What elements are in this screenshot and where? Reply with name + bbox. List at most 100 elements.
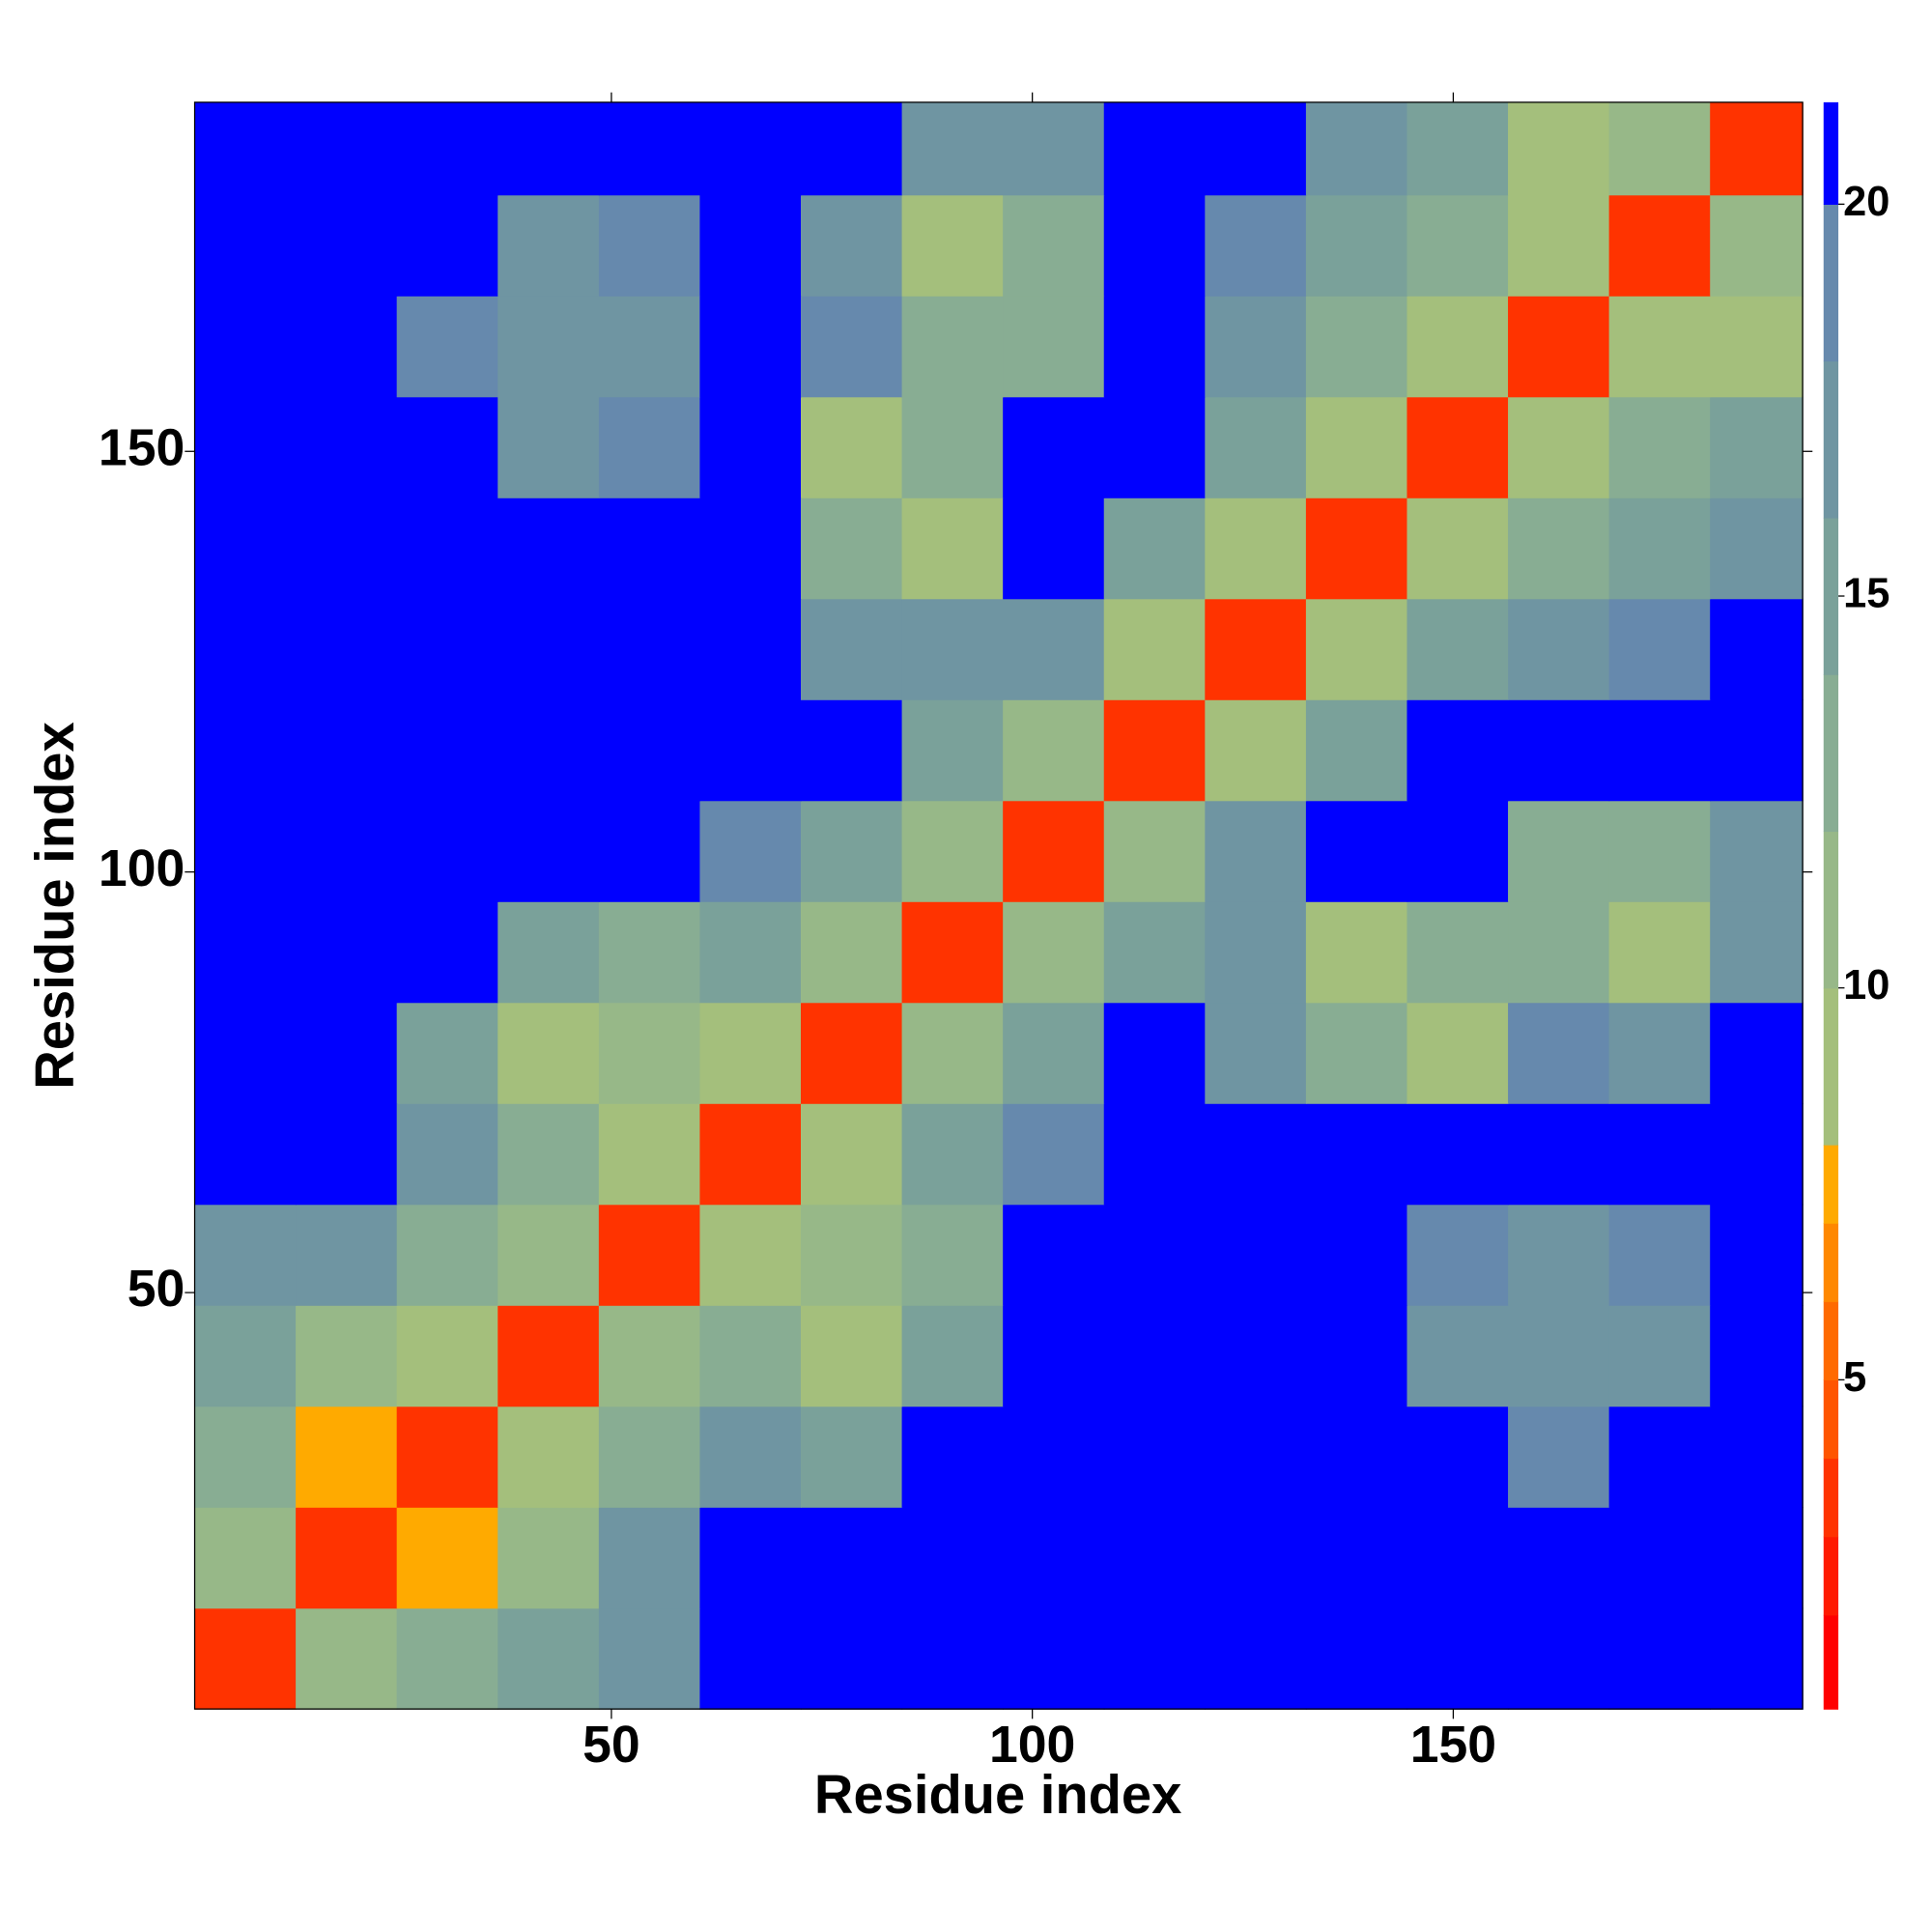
heatmap-cell [1608,901,1711,1004]
heatmap-cell [801,497,903,600]
heatmap-cell [396,1002,498,1104]
heatmap-cell [699,901,802,1004]
heatmap-cell [194,194,297,297]
heatmap-cell [497,1204,600,1306]
heatmap-cell [396,800,498,902]
heatmap-cell [1305,296,1408,398]
heatmap-cell [699,800,802,902]
heatmap-cell [901,194,1004,297]
heatmap-cell [1710,1305,1804,1407]
heatmap-cell [598,1305,701,1407]
heatmap-cell [699,396,802,498]
heatmap-cell [194,296,297,398]
heatmap-cell [396,396,498,498]
heatmap-cell [1406,1607,1509,1710]
heatmap-cell [1608,296,1711,398]
heatmap-cell [901,1103,1004,1206]
heatmap-cell [1406,1002,1509,1104]
heatmap-cell [396,194,498,297]
heatmap-cell [1406,194,1509,297]
heatmap-cell [598,101,701,196]
heatmap-cell [1710,1204,1804,1306]
heatmap-cell [598,598,701,700]
heatmap-cell [1710,699,1804,802]
heatmap-cell [1003,901,1105,1004]
heatmap-cell [1305,1507,1408,1609]
heatmap-cell [1608,101,1711,196]
heatmap-cell [901,1204,1004,1306]
heatmap-cell [1406,1406,1509,1508]
heatmap-cell [1710,598,1804,700]
heatmap-cell [396,1204,498,1306]
heatmap-cell [1003,101,1105,196]
heatmap-cell [1003,1204,1105,1306]
heatmap-cell [1205,1507,1307,1609]
heatmap-cell [194,497,297,600]
heatmap-cell [901,1002,1004,1104]
heatmap-cell [1205,800,1307,902]
heatmap-cell [1103,1305,1206,1407]
heatmap-cell [296,800,398,902]
heatmap-cell [1508,1607,1610,1710]
heatmap-cell [194,1607,297,1710]
heatmap-cell [801,699,903,802]
heatmap-cell [194,1406,297,1508]
heatmap-cell [1406,296,1509,398]
heatmap-cell [1508,1406,1610,1508]
heatmap-cell [1406,800,1509,902]
heatmap-cell [1205,296,1307,398]
heatmap-cell [901,1607,1004,1710]
colorbar-segment [1823,204,1839,362]
y-tick-label: 150 [99,419,185,476]
heatmap-cell [1003,396,1105,498]
colorbar-tick-label: 15 [1843,570,1889,616]
heatmap-cell [598,396,701,498]
colorbar-segment [1823,1144,1839,1224]
heatmap-cell [1205,194,1307,297]
heatmap-cell [1205,497,1307,600]
heatmap-cell [396,101,498,196]
heatmap-cell [1103,699,1206,802]
heatmap-cell [699,598,802,700]
heatmap-cell [1305,699,1408,802]
x-tick-label: 150 [1410,1717,1496,1774]
heatmap-cell [1508,296,1610,398]
heatmap-cell [699,1103,802,1206]
heatmap-cell [1103,296,1206,398]
heatmap-cell [497,1607,600,1710]
heatmap-cell [1406,1204,1509,1306]
heatmap-cell [699,1507,802,1609]
heatmap-cell [1205,1103,1307,1206]
heatmap-cell [296,1103,398,1206]
heatmap-cell [1608,1305,1711,1407]
colorbar-segment [1823,517,1839,675]
heatmap-cell [497,1002,600,1104]
heatmap-cell [801,598,903,700]
colorbar-segment [1823,831,1839,989]
heatmap-cell [901,800,1004,902]
colorbar-segment [1823,987,1839,1146]
colorbar-tick-label: 5 [1843,1354,1866,1401]
heatmap-cell [1608,396,1711,498]
heatmap-cell [901,101,1004,196]
heatmap-cell [194,598,297,700]
heatmap-cell [1710,1103,1804,1206]
heatmap-cell [1406,901,1509,1004]
heatmap-cell [1305,598,1408,700]
heatmap-cell [598,1103,701,1206]
heatmap-cell [1608,699,1711,802]
heatmap-cell [296,1002,398,1104]
heatmap-cell [1406,1305,1509,1407]
heatmap-cell [1508,194,1610,297]
heatmap-cell [1406,699,1509,802]
heatmap-cell [1608,800,1711,902]
colorbar-segment [1823,101,1839,205]
heatmap-cell [296,194,398,297]
heatmap-cell [1205,1204,1307,1306]
heatmap-cell [1710,1607,1804,1710]
heatmap-cell [1305,497,1408,600]
heatmap-cell [296,699,398,802]
heatmap-cell [296,1204,398,1306]
heatmap-cell [497,194,600,297]
